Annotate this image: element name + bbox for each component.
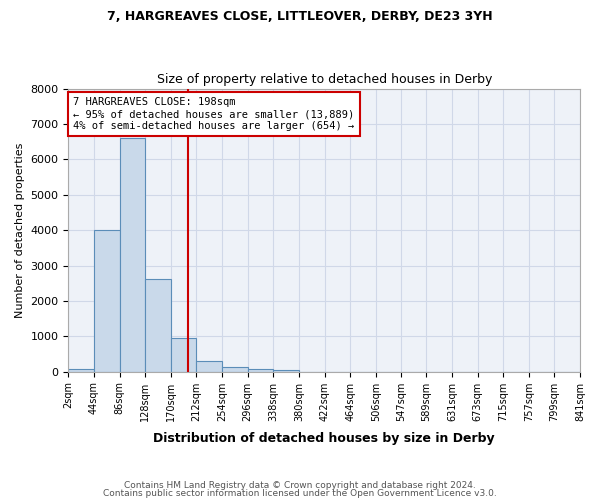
Bar [196,360,222,372]
Y-axis label: Number of detached properties: Number of detached properties [15,142,25,318]
Bar [248,369,273,372]
Text: Contains public sector information licensed under the Open Government Licence v3: Contains public sector information licen… [103,488,497,498]
Bar [119,138,145,372]
Text: Contains HM Land Registry data © Crown copyright and database right 2024.: Contains HM Land Registry data © Crown c… [124,481,476,490]
Bar [171,338,196,372]
Bar [94,230,119,372]
Title: Size of property relative to detached houses in Derby: Size of property relative to detached ho… [157,73,492,86]
Bar [222,366,248,372]
Bar [273,370,299,372]
Bar [145,279,171,372]
X-axis label: Distribution of detached houses by size in Derby: Distribution of detached houses by size … [154,432,495,445]
Text: 7, HARGREAVES CLOSE, LITTLEOVER, DERBY, DE23 3YH: 7, HARGREAVES CLOSE, LITTLEOVER, DERBY, … [107,10,493,23]
Text: 7 HARGREAVES CLOSE: 198sqm
← 95% of detached houses are smaller (13,889)
4% of s: 7 HARGREAVES CLOSE: 198sqm ← 95% of deta… [73,98,355,130]
Bar [68,369,94,372]
